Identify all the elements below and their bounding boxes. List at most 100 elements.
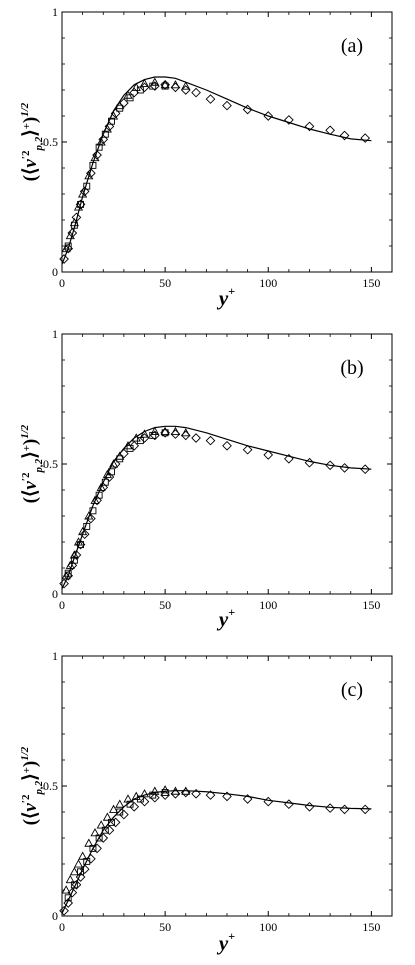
y-tick-label: 0: [52, 587, 58, 601]
diamond-point: [339, 463, 350, 473]
square-point: [116, 808, 124, 816]
square-point: [64, 894, 72, 902]
square-point: [136, 86, 144, 94]
triangle-point: [69, 550, 79, 559]
x-axis-label: y+: [216, 929, 235, 955]
x-axis-label: y+: [216, 284, 235, 310]
triangle-point: [170, 426, 181, 435]
triangle-point: [78, 189, 88, 198]
x-tick-label: 150: [362, 276, 380, 290]
square-point: [77, 868, 85, 876]
square-point: [116, 455, 124, 463]
square-point: [77, 200, 85, 208]
square-point: [89, 161, 97, 169]
diamond-point: [339, 804, 350, 815]
triangle-point: [150, 426, 160, 435]
triangle-point: [84, 511, 94, 520]
diamond-point: [75, 872, 86, 882]
diamond-point: [67, 887, 78, 898]
x-tick-label: 0: [59, 920, 65, 934]
diamond-point: [284, 453, 294, 464]
diamond-point: [242, 104, 253, 115]
square-point: [108, 468, 115, 476]
diamond-point: [63, 898, 74, 908]
diamond-point: [325, 803, 335, 813]
triangle-point: [96, 820, 106, 829]
diamond-point: [104, 472, 115, 482]
triangle-point: [181, 428, 191, 437]
diamond-point: [149, 430, 160, 441]
y-tick-label: 0: [52, 265, 58, 279]
square-point: [136, 795, 144, 803]
diamond-point: [110, 108, 121, 119]
diamond-point: [284, 115, 294, 125]
y-tick-label: 1: [52, 327, 58, 341]
panel-label: (a): [341, 35, 363, 57]
triangle-point: [115, 799, 125, 808]
triangle-point: [65, 874, 75, 884]
diamond-point: [205, 790, 216, 800]
diamond-point: [263, 450, 274, 460]
x-tick-label: 50: [159, 920, 171, 934]
panel-c: 0 50 100 150 0 0.5 1 (c) y+ (⟨v′2p,2⟩+)1/2: [19, 649, 393, 955]
diamond-point: [104, 825, 115, 836]
x-tick-label: 50: [159, 598, 171, 612]
diamond-point: [129, 440, 140, 451]
square-point: [95, 491, 103, 499]
axis-ticks: 0 50 100 150 0 0.5 1: [43, 327, 392, 612]
triangle-point: [108, 111, 119, 120]
diamond-point: [242, 444, 253, 455]
triangle-point: [139, 78, 150, 87]
diamond-point: [304, 801, 315, 812]
x-tick-label: 0: [59, 598, 65, 612]
triangle-point: [108, 459, 119, 468]
triangle-point: [78, 526, 88, 536]
square-point: [83, 182, 91, 190]
diamond-point: [180, 787, 191, 798]
triangle-point: [90, 152, 100, 162]
diamond-point: [110, 459, 121, 469]
panel-label: (c): [341, 679, 363, 701]
square-point: [70, 556, 78, 564]
square-point: [83, 857, 91, 865]
square-point: [116, 104, 124, 112]
diamond-point: [222, 440, 232, 451]
triangle-point: [90, 828, 100, 837]
axis-ticks: 0 50 100 150 0 0.5 1: [43, 5, 392, 290]
square-point: [126, 444, 134, 452]
triangle-point: [123, 794, 133, 803]
square-point: [70, 881, 78, 889]
triangle-point: [90, 495, 100, 504]
diamond-point: [191, 788, 201, 799]
diamond-point: [139, 796, 150, 807]
triangle-point: [108, 804, 119, 813]
diamond-point: [149, 792, 160, 803]
square-point: [161, 789, 169, 796]
triangle-point: [170, 80, 181, 89]
diamond-point: [129, 801, 140, 812]
x-tick-label: 150: [362, 598, 380, 612]
diamond-point: [71, 879, 82, 890]
triangle-point: [181, 786, 191, 795]
diamond-point: [191, 433, 201, 443]
square-point: [149, 791, 157, 799]
diamond-point: [71, 550, 82, 560]
diamond-point: [86, 513, 96, 524]
square-point: [126, 800, 134, 808]
square-point: [149, 431, 157, 439]
chart-marks: [59, 425, 372, 590]
diamond-point: [67, 560, 78, 571]
x-tick-label: 100: [259, 276, 277, 290]
diamond-point: [242, 794, 253, 804]
y-axis-label: (⟨v′2p,2⟩+)1/2: [19, 746, 45, 825]
diamond-point: [104, 121, 115, 132]
diamond-point: [325, 125, 335, 136]
square-point: [101, 478, 109, 486]
diamond-point: [139, 433, 150, 443]
diamond-point: [67, 228, 78, 238]
diamond-point: [79, 864, 90, 875]
square-point: [89, 507, 97, 515]
diamond-point: [222, 791, 232, 802]
series-line: [61, 76, 372, 265]
